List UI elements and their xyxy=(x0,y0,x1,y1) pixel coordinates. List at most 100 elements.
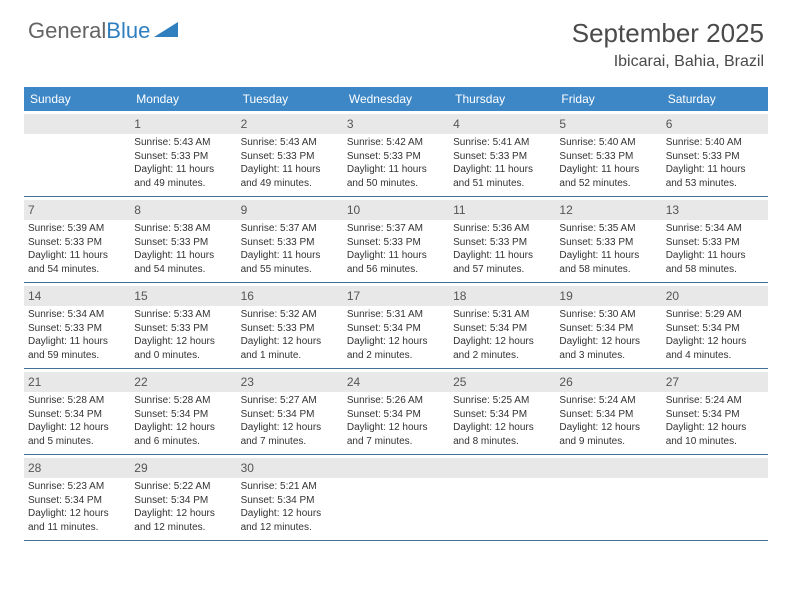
day-number: 3 xyxy=(343,114,449,134)
day-number: 6 xyxy=(662,114,768,134)
weeks-container: 1Sunrise: 5:43 AMSunset: 5:33 PMDaylight… xyxy=(24,111,768,541)
day-info-line: Sunrise: 5:24 AM xyxy=(559,394,657,408)
day-cell: 11Sunrise: 5:36 AMSunset: 5:33 PMDayligh… xyxy=(449,197,555,283)
day-cell: 17Sunrise: 5:31 AMSunset: 5:34 PMDayligh… xyxy=(343,283,449,369)
calendar: SundayMondayTuesdayWednesdayThursdayFrid… xyxy=(24,87,768,541)
day-info-line: Sunrise: 5:33 AM xyxy=(134,308,232,322)
day-info-line: Daylight: 12 hours and 4 minutes. xyxy=(666,335,764,362)
day-info-line: Daylight: 12 hours and 3 minutes. xyxy=(559,335,657,362)
day-info-line: Daylight: 12 hours and 2 minutes. xyxy=(453,335,551,362)
day-number: 8 xyxy=(130,200,236,220)
day-info-line: Sunrise: 5:43 AM xyxy=(134,136,232,150)
day-cell xyxy=(662,455,768,541)
day-info-line: Daylight: 12 hours and 6 minutes. xyxy=(134,421,232,448)
day-number: 1 xyxy=(130,114,236,134)
day-info-line: Sunrise: 5:23 AM xyxy=(28,480,126,494)
day-cell: 2Sunrise: 5:43 AMSunset: 5:33 PMDaylight… xyxy=(237,111,343,197)
day-number xyxy=(24,114,130,134)
weekday-header-row: SundayMondayTuesdayWednesdayThursdayFrid… xyxy=(24,87,768,111)
day-number: 30 xyxy=(237,458,343,478)
day-number: 2 xyxy=(237,114,343,134)
day-cell: 5Sunrise: 5:40 AMSunset: 5:33 PMDaylight… xyxy=(555,111,661,197)
day-cell: 25Sunrise: 5:25 AMSunset: 5:34 PMDayligh… xyxy=(449,369,555,455)
day-info-line: Sunset: 5:33 PM xyxy=(241,150,339,164)
day-info-line: Sunset: 5:33 PM xyxy=(453,236,551,250)
day-number: 26 xyxy=(555,372,661,392)
day-number: 14 xyxy=(24,286,130,306)
day-cell xyxy=(449,455,555,541)
day-cell: 18Sunrise: 5:31 AMSunset: 5:34 PMDayligh… xyxy=(449,283,555,369)
title-block: September 2025 Ibicarai, Bahia, Brazil xyxy=(572,18,764,71)
day-number: 17 xyxy=(343,286,449,306)
day-info-line: Sunrise: 5:27 AM xyxy=(241,394,339,408)
day-info-line: Daylight: 12 hours and 5 minutes. xyxy=(28,421,126,448)
day-info-line: Sunrise: 5:21 AM xyxy=(241,480,339,494)
day-number: 12 xyxy=(555,200,661,220)
location: Ibicarai, Bahia, Brazil xyxy=(572,53,764,71)
day-info-line: Sunset: 5:34 PM xyxy=(241,408,339,422)
day-cell: 30Sunrise: 5:21 AMSunset: 5:34 PMDayligh… xyxy=(237,455,343,541)
day-info-line: Sunset: 5:33 PM xyxy=(559,150,657,164)
day-cell: 27Sunrise: 5:24 AMSunset: 5:34 PMDayligh… xyxy=(662,369,768,455)
day-number xyxy=(343,458,449,478)
day-info-line: Sunset: 5:34 PM xyxy=(28,408,126,422)
day-info-line: Sunset: 5:33 PM xyxy=(666,150,764,164)
day-info-line: Sunset: 5:33 PM xyxy=(241,322,339,336)
day-number: 22 xyxy=(130,372,236,392)
day-info-line: Sunrise: 5:22 AM xyxy=(134,480,232,494)
day-cell: 19Sunrise: 5:30 AMSunset: 5:34 PMDayligh… xyxy=(555,283,661,369)
logo-word2: Blue xyxy=(106,18,150,44)
day-info-line: Daylight: 12 hours and 0 minutes. xyxy=(134,335,232,362)
day-cell: 16Sunrise: 5:32 AMSunset: 5:33 PMDayligh… xyxy=(237,283,343,369)
day-cell xyxy=(343,455,449,541)
day-number xyxy=(662,458,768,478)
week-row: 28Sunrise: 5:23 AMSunset: 5:34 PMDayligh… xyxy=(24,455,768,541)
day-info-line: Sunset: 5:34 PM xyxy=(666,322,764,336)
day-info-line: Sunset: 5:34 PM xyxy=(28,494,126,508)
day-cell: 15Sunrise: 5:33 AMSunset: 5:33 PMDayligh… xyxy=(130,283,236,369)
day-number: 29 xyxy=(130,458,236,478)
day-info-line: Sunrise: 5:42 AM xyxy=(347,136,445,150)
weekday-header: Wednesday xyxy=(343,87,449,111)
day-info-line: Sunrise: 5:25 AM xyxy=(453,394,551,408)
day-number: 13 xyxy=(662,200,768,220)
day-cell: 28Sunrise: 5:23 AMSunset: 5:34 PMDayligh… xyxy=(24,455,130,541)
day-cell: 22Sunrise: 5:28 AMSunset: 5:34 PMDayligh… xyxy=(130,369,236,455)
day-info-line: Sunset: 5:33 PM xyxy=(28,322,126,336)
day-info-line: Sunrise: 5:40 AM xyxy=(666,136,764,150)
day-info-line: Daylight: 11 hours and 56 minutes. xyxy=(347,249,445,276)
day-info-line: Sunset: 5:33 PM xyxy=(241,236,339,250)
day-info-line: Daylight: 11 hours and 51 minutes. xyxy=(453,163,551,190)
day-number: 9 xyxy=(237,200,343,220)
weekday-header: Saturday xyxy=(662,87,768,111)
month-title: September 2025 xyxy=(572,18,764,49)
day-info-line: Sunrise: 5:30 AM xyxy=(559,308,657,322)
weekday-header: Friday xyxy=(555,87,661,111)
logo-triangle-icon xyxy=(154,18,180,44)
day-info-line: Daylight: 12 hours and 2 minutes. xyxy=(347,335,445,362)
week-row: 21Sunrise: 5:28 AMSunset: 5:34 PMDayligh… xyxy=(24,369,768,455)
day-info-line: Sunset: 5:34 PM xyxy=(241,494,339,508)
day-info-line: Daylight: 11 hours and 50 minutes. xyxy=(347,163,445,190)
day-cell xyxy=(24,111,130,197)
day-info-line: Sunset: 5:34 PM xyxy=(666,408,764,422)
day-info-line: Sunset: 5:34 PM xyxy=(559,408,657,422)
day-info-line: Daylight: 11 hours and 55 minutes. xyxy=(241,249,339,276)
day-info-line: Sunset: 5:33 PM xyxy=(666,236,764,250)
day-info-line: Sunrise: 5:26 AM xyxy=(347,394,445,408)
day-number: 25 xyxy=(449,372,555,392)
day-info-line: Daylight: 12 hours and 7 minutes. xyxy=(347,421,445,448)
week-row: 7Sunrise: 5:39 AMSunset: 5:33 PMDaylight… xyxy=(24,197,768,283)
day-number: 24 xyxy=(343,372,449,392)
day-info-line: Daylight: 11 hours and 57 minutes. xyxy=(453,249,551,276)
day-info-line: Sunset: 5:33 PM xyxy=(347,150,445,164)
day-info-line: Sunset: 5:33 PM xyxy=(453,150,551,164)
day-info-line: Sunrise: 5:37 AM xyxy=(241,222,339,236)
day-info-line: Daylight: 12 hours and 1 minute. xyxy=(241,335,339,362)
logo: GeneralBlue xyxy=(28,18,180,44)
day-info-line: Daylight: 11 hours and 58 minutes. xyxy=(559,249,657,276)
day-cell: 4Sunrise: 5:41 AMSunset: 5:33 PMDaylight… xyxy=(449,111,555,197)
day-number: 4 xyxy=(449,114,555,134)
weekday-header: Thursday xyxy=(449,87,555,111)
day-info-line: Daylight: 12 hours and 11 minutes. xyxy=(28,507,126,534)
